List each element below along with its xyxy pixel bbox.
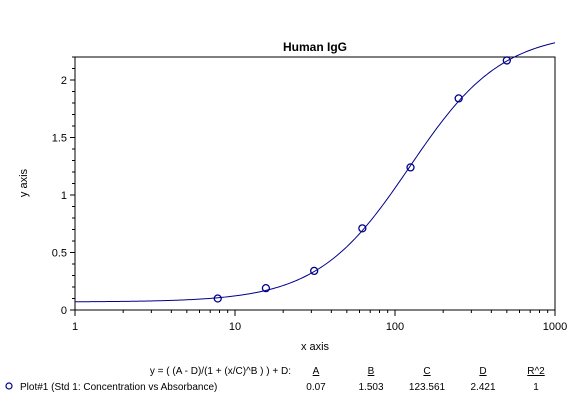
legend-marker bbox=[5, 382, 13, 390]
fit-table-headers: A B C D R^2 bbox=[313, 366, 546, 377]
x-axis-label: x axis bbox=[301, 341, 330, 353]
fit-value: 123.561 bbox=[409, 382, 446, 393]
plot-frame bbox=[74, 56, 556, 311]
fit-table-values: 0.07 1.503 123.561 2.421 1 bbox=[306, 382, 539, 393]
y-axis-label: y axis bbox=[18, 168, 30, 197]
y-tick-label: 1 bbox=[61, 190, 67, 202]
data-point bbox=[213, 294, 222, 303]
fit-equation: y = ( (A - D)/(1 + (x/C)^B ) ) + D: bbox=[150, 366, 291, 377]
x-tick-label: 1 bbox=[72, 321, 78, 333]
data-point bbox=[310, 266, 319, 276]
y-tick-label: 1.5 bbox=[52, 133, 67, 145]
fit-header: A bbox=[313, 366, 320, 377]
y-axis: 0 0.5 1 1.5 2 bbox=[52, 56, 75, 317]
x-tick-label: 1000 bbox=[543, 321, 567, 333]
x-tick-label: 100 bbox=[386, 321, 404, 333]
data-point bbox=[406, 163, 415, 172]
fit-value: 0.07 bbox=[306, 382, 326, 393]
fit-header: D bbox=[479, 366, 486, 377]
chart-title: Human IgG bbox=[283, 40, 347, 54]
fit-curve bbox=[74, 42, 556, 303]
fit-value: 2.421 bbox=[470, 382, 495, 393]
data-point bbox=[358, 224, 367, 233]
y-tick-label: 0.5 bbox=[52, 248, 67, 260]
data-points bbox=[213, 56, 511, 303]
fit-value: 1.503 bbox=[358, 382, 383, 393]
fit-header: R^2 bbox=[527, 366, 545, 377]
x-axis: 1 10 100 1000 bbox=[72, 310, 567, 333]
fit-value: 1 bbox=[533, 382, 539, 393]
data-point bbox=[454, 94, 463, 103]
y-tick-label: 0 bbox=[61, 305, 67, 317]
legend-entry: Plot#1 (Std 1: Concentration vs Absorban… bbox=[20, 382, 217, 393]
x-tick-label: 10 bbox=[229, 321, 241, 333]
data-point bbox=[502, 56, 511, 65]
y-tick-label: 2 bbox=[61, 75, 67, 87]
fit-header: B bbox=[368, 366, 375, 377]
fit-header: C bbox=[423, 366, 430, 377]
data-point bbox=[261, 283, 271, 293]
